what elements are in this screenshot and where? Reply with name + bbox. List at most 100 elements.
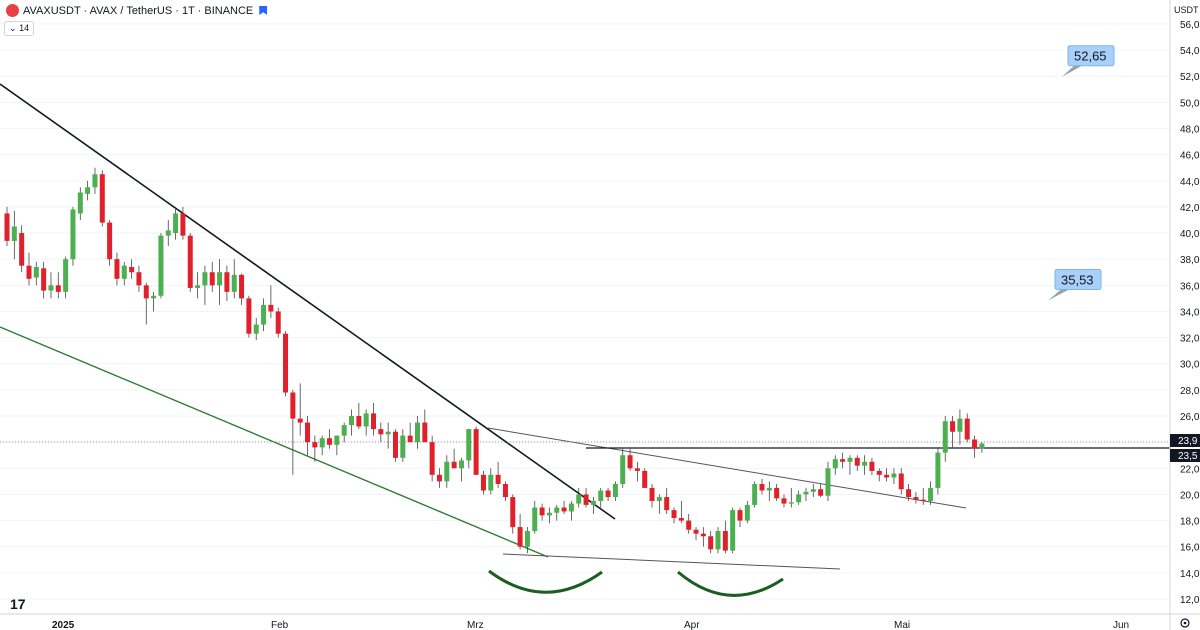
candle-down xyxy=(898,468,904,495)
candle-up xyxy=(70,206,76,266)
target-label: 52,65 xyxy=(1062,45,1115,77)
candle-body xyxy=(847,457,853,462)
last-price-text: 23,9 xyxy=(1178,436,1198,447)
candle-down xyxy=(312,435,318,462)
candle-body xyxy=(436,474,442,482)
candle-up xyxy=(862,455,868,475)
candle-body xyxy=(378,429,384,435)
candle-down xyxy=(510,494,516,534)
candle-body xyxy=(656,497,662,501)
candle-body xyxy=(964,418,970,440)
candle-body xyxy=(546,512,552,516)
candle-up xyxy=(796,490,802,505)
candle-body xyxy=(158,235,164,296)
price-tick-label: 44,00 xyxy=(1180,177,1200,188)
chart-pane[interactable] xyxy=(0,0,1170,614)
candle-up xyxy=(121,261,127,286)
indicator-toggle[interactable]: ⌄ 14 xyxy=(4,21,35,36)
indicator-value: 14 xyxy=(19,23,30,33)
candle-body xyxy=(173,213,179,234)
candle-down xyxy=(371,402,376,436)
candle-body xyxy=(327,438,333,445)
candle-down xyxy=(517,514,523,550)
candle-body xyxy=(11,226,17,241)
candle-down xyxy=(356,402,362,430)
candle-up xyxy=(261,298,267,332)
candle-up xyxy=(253,317,259,341)
chevron-down-icon: ⌄ xyxy=(9,23,17,33)
candle-down xyxy=(187,233,193,292)
candle-body xyxy=(458,460,464,469)
candle-up xyxy=(524,527,530,554)
candle-up xyxy=(349,409,355,436)
candle-body xyxy=(935,452,941,488)
candle-body xyxy=(590,500,596,505)
candle-body xyxy=(99,174,105,223)
candle-body xyxy=(195,285,201,288)
price-tick-label: 52,00 xyxy=(1180,72,1200,83)
candle-body xyxy=(568,503,574,512)
candle-body xyxy=(840,459,846,462)
candle-down xyxy=(392,429,398,462)
candle-body xyxy=(700,533,706,537)
bookmark-flag-icon[interactable] xyxy=(259,6,268,15)
candle-body xyxy=(554,507,560,513)
candle-down xyxy=(722,520,728,554)
candle-up xyxy=(957,409,963,445)
candle-down xyxy=(642,468,648,488)
candle-down xyxy=(920,487,926,505)
candle-body xyxy=(781,498,787,504)
candle-body xyxy=(495,474,501,484)
candle-down xyxy=(854,455,860,471)
candle-down xyxy=(693,527,699,541)
candle-down xyxy=(818,483,824,498)
candle-down xyxy=(290,389,296,475)
candle-body xyxy=(869,461,875,471)
candle-body xyxy=(803,491,809,495)
candle-body xyxy=(825,468,831,496)
time-label-mrz: Mrz xyxy=(467,620,484,630)
candle-body xyxy=(444,461,450,482)
candle-body xyxy=(510,497,516,528)
candle-body xyxy=(4,213,10,241)
candle-body xyxy=(239,274,245,299)
target-labels[interactable]: 52,65 35,53 xyxy=(1048,45,1115,301)
symbol-header[interactable]: AVAXUSDT · AVAX / TetherUS · 1T · BINANC… xyxy=(6,4,268,17)
candle-body xyxy=(349,416,355,426)
candle-up xyxy=(158,233,164,299)
candle-up xyxy=(576,487,582,508)
time-axis[interactable]: 2025 Feb Mrz Apr Mai Jun xyxy=(0,613,1200,630)
candle-body xyxy=(268,304,274,312)
level-price-badge xyxy=(1170,449,1200,462)
target-label-box xyxy=(1067,45,1115,67)
candle-up xyxy=(979,442,985,453)
candle-down xyxy=(451,448,457,469)
price-axis[interactable]: USDT 12,0014,0016,0018,0020,0022,0024,00… xyxy=(1169,0,1200,630)
candle-body xyxy=(466,429,472,461)
candle-body xyxy=(715,531,721,550)
candle-body xyxy=(400,435,406,458)
candle-body xyxy=(876,470,882,475)
candle-body xyxy=(942,421,948,453)
candle-up xyxy=(730,507,736,554)
candle-down xyxy=(239,273,245,305)
candle-up xyxy=(810,483,816,498)
candle-body xyxy=(854,457,860,466)
candle-up xyxy=(466,429,472,469)
candle-up xyxy=(832,455,838,475)
candle-down xyxy=(19,225,25,273)
settings-icon[interactable] xyxy=(1180,618,1190,628)
candle-up xyxy=(620,448,626,488)
wedge-lower-line xyxy=(502,553,841,570)
candle-up xyxy=(590,497,596,515)
candle-up xyxy=(217,259,223,305)
candle-up xyxy=(385,422,391,449)
candle-body xyxy=(180,213,186,236)
candle-up xyxy=(319,435,325,456)
candle-down xyxy=(972,435,978,458)
candle-down xyxy=(297,383,303,436)
candle-down xyxy=(649,483,655,508)
candle-down xyxy=(627,448,633,471)
wedge-upper-line xyxy=(487,427,967,509)
